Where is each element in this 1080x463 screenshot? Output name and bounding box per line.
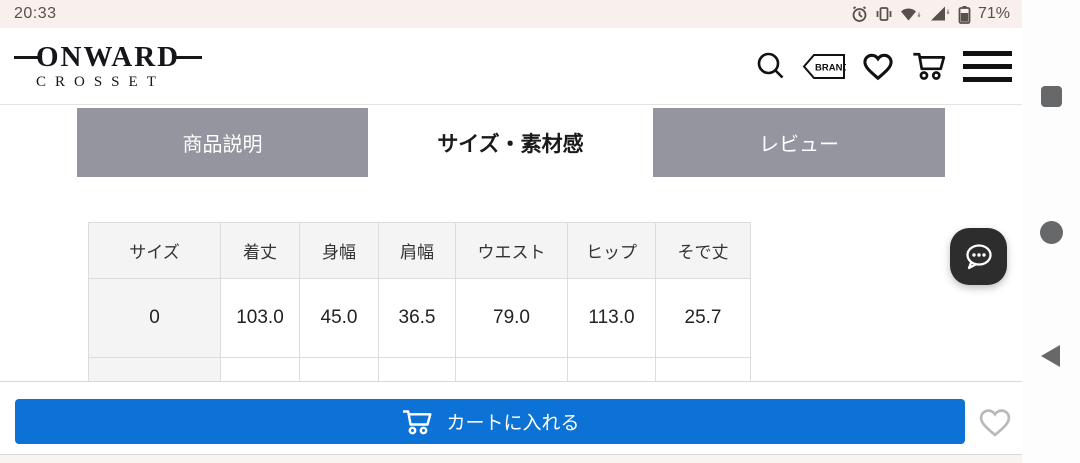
- logo-wordmark: ONWARD: [14, 40, 203, 73]
- size-table-cell: [88, 357, 221, 382]
- size-table-cell: 103.0: [220, 278, 300, 358]
- wishlist-heart-icon[interactable]: [861, 50, 895, 82]
- size-table: サイズ 着丈 身幅 肩幅 ウエスト ヒップ そで丈 0 103.0 45.0 36.5 79.0 11…: [88, 222, 751, 382]
- menu-bar: [963, 63, 1012, 69]
- android-nav-bar: [1022, 0, 1080, 463]
- size-table-cell: 25.7: [655, 278, 751, 358]
- size-table-column-header: 肩幅: [378, 222, 456, 279]
- wifi-icon: [900, 5, 922, 23]
- menu-icon[interactable]: [963, 49, 1012, 84]
- home-button-icon[interactable]: [1040, 221, 1063, 244]
- size-table-cell: [378, 357, 456, 382]
- size-table-cell: 79.0: [455, 278, 568, 358]
- size-table-cell: [455, 357, 568, 382]
- cart-icon: [403, 409, 432, 434]
- cart-icon[interactable]: [910, 49, 948, 83]
- size-table-column-header: 身幅: [299, 222, 379, 279]
- recents-button-icon[interactable]: [1041, 86, 1062, 107]
- size-table-cell: [567, 357, 656, 382]
- site-header: ONWARD CROSSET BRAND: [0, 28, 1022, 105]
- logo-dash-left: [14, 55, 40, 59]
- size-table-column-header: 着丈: [220, 222, 300, 279]
- size-table-column-header: そで丈: [655, 222, 751, 279]
- size-table-column-header: サイズ: [88, 222, 221, 279]
- battery-icon: [958, 5, 971, 24]
- size-table-cell: 36.5: [378, 278, 456, 358]
- svg-text:BRAND: BRAND: [815, 62, 846, 73]
- size-table-cell: 45.0: [299, 278, 379, 358]
- battery-percent-text: 71%: [977, 5, 1010, 22]
- size-table-cell: 113.0: [567, 278, 656, 358]
- alarm-icon: [851, 5, 868, 23]
- size-table-cell: [220, 357, 300, 382]
- size-table-cell: [299, 357, 379, 382]
- status-bar: 20:33: [0, 0, 1022, 28]
- onward-crosset-logo[interactable]: ONWARD CROSSET: [14, 40, 203, 90]
- add-to-cart-label: カートに入れる: [446, 413, 580, 434]
- tab-reviews[interactable]: レビュー: [653, 108, 945, 177]
- sticky-bottom-bar: カートに入れる: [0, 381, 1022, 455]
- status-icons: 71%: [851, 5, 1010, 24]
- vibrate-icon: [875, 5, 893, 23]
- logo-name-text: ONWARD: [36, 40, 181, 73]
- favorite-heart-icon[interactable]: [975, 404, 1015, 440]
- tab-label: 商品説明: [182, 134, 263, 156]
- page-bottom-strip: [0, 454, 1080, 463]
- size-table-column-header: ヒップ: [567, 222, 656, 279]
- logo-sub-text: CROSSET: [36, 73, 165, 90]
- back-button-icon[interactable]: [1041, 345, 1060, 367]
- size-table-column-header: ウエスト: [455, 222, 568, 279]
- size-table-partial-row: [88, 357, 751, 382]
- search-icon[interactable]: [755, 50, 787, 82]
- tab-label: レビュー: [759, 134, 839, 156]
- brand-tag-icon[interactable]: BRAND: [802, 53, 846, 80]
- size-table-wrap: サイズ 着丈 身幅 肩幅 ウエスト ヒップ そで丈 0 103.0 45.0 36.5 79.0 11…: [88, 222, 751, 382]
- size-table-row: 0 103.0 45.0 36.5 79.0 113.0 25.7: [88, 278, 751, 358]
- cell-signal-icon: [929, 5, 951, 23]
- tab-size-material[interactable]: サイズ・素材感: [368, 108, 653, 177]
- clock-text: 20:33: [14, 5, 57, 22]
- logo-dash-right: [176, 55, 203, 59]
- size-table-header-row: サイズ 着丈 身幅 肩幅 ウエスト ヒップ そで丈: [88, 222, 751, 279]
- size-table-cell: [655, 357, 751, 382]
- tab-product-description[interactable]: 商品説明: [77, 108, 368, 177]
- size-table-row-header: 0: [88, 278, 221, 358]
- product-tabs: 商品説明 サイズ・素材感 レビュー: [0, 105, 1022, 177]
- add-to-cart-button[interactable]: カートに入れる: [15, 399, 965, 444]
- chat-fab-icon[interactable]: [950, 228, 1007, 285]
- menu-bar: [963, 50, 1012, 56]
- menu-bar: [963, 76, 1012, 82]
- header-icons: BRAND: [755, 49, 1012, 84]
- tab-label: サイズ・素材感: [437, 132, 584, 156]
